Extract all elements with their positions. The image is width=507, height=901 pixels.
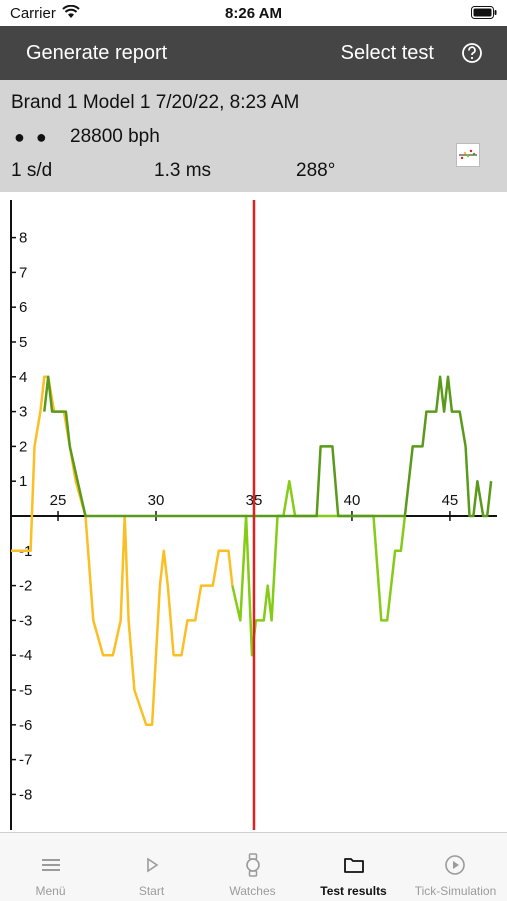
tab-menu[interactable]: Menü [0,833,101,901]
x-tick-label: 40 [344,492,361,509]
menu-icon [42,859,60,871]
question-circle-icon[interactable] [461,42,483,64]
wifi-icon [62,5,80,18]
tab-test-results[interactable]: Test results [303,833,404,901]
x-tick-label: 45 [442,492,459,509]
rate-value: 1 s/d [11,160,53,181]
tab-bar: Menü Start Watches Test results Tick-Sim… [0,832,507,901]
tab-watches[interactable]: Watches [202,833,303,901]
y-tick-label: 3 [19,404,27,421]
y-tick-label: -6 [19,717,32,734]
amplitude-value: 288° [296,160,336,181]
series-line-yellow [11,375,64,553]
beat-error-value: 1.3 ms [154,160,212,181]
x-tick-label: 25 [50,492,67,509]
y-tick-label: -2 [19,578,32,595]
battery-icon [471,6,497,19]
tab-tick-simulation-label: Tick-Simulation [414,884,497,898]
tab-start-label: Start [138,884,165,898]
tab-test-results-label: Test results [320,884,387,898]
test-title: Brand 1 Model 1 7/20/22, 8:23 AM [11,92,300,113]
tab-tick-simulation[interactable]: Tick-Simulation [404,833,507,901]
select-test-button[interactable]: Select test [340,42,434,64]
y-tick-label: 8 [19,230,27,247]
y-tick-label: 7 [19,264,27,281]
carrier-label: Carrier [10,5,56,22]
y-tick-label: 5 [19,334,27,351]
play-icon [147,857,159,873]
chart-thumbnail-icon[interactable] [456,143,480,167]
y-tick-label: 1 [19,473,27,490]
x-tick-label: 30 [148,492,165,509]
status-bar: Carrier 8:26 AM [0,0,507,26]
series-line-yellow [62,411,234,727]
watch-icon [246,853,260,877]
y-tick-label: 4 [19,369,27,386]
y-tick-label: -3 [19,612,32,629]
nav-bar: Generate report Select test [0,26,507,80]
y-tick-label: 6 [19,299,27,316]
y-tick-label: -4 [19,647,32,664]
bph-value: 28800 bph [70,126,160,147]
play-circle-icon [445,855,465,875]
folder-icon [344,858,364,873]
y-tick-label: -8 [19,786,32,803]
y-tick-label: 2 [19,438,27,455]
series-layer [11,375,493,727]
test-info-panel: Brand 1 Model 1 7/20/22, 8:23 AM ● ● 288… [0,80,507,192]
clock: 8:26 AM [225,5,282,22]
tab-watches-label: Watches [229,884,276,898]
y-tick-label: -5 [19,682,32,699]
generate-report-button[interactable]: Generate report [26,42,168,64]
beat-indicator-dots: ● ● [14,127,50,147]
tab-start[interactable]: Start [101,833,202,901]
series-line-green [43,375,493,518]
tab-menu-label: Menü [35,884,66,898]
y-tick-label: -7 [19,752,32,769]
